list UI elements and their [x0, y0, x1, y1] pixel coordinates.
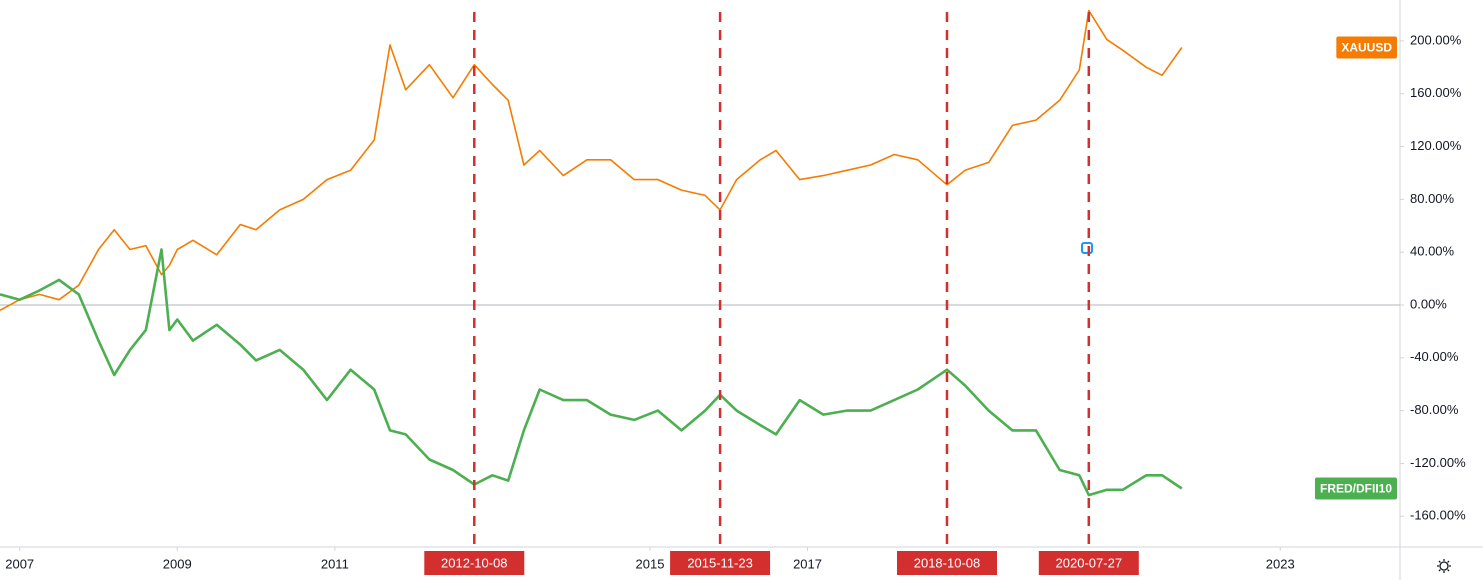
marker-label-bg: [424, 551, 525, 575]
y-tick-label: 80.00%: [1410, 191, 1455, 206]
marker-label-bg: [896, 551, 997, 575]
marker-label-bg: [670, 551, 771, 575]
y-tick-label: 40.00%: [1410, 244, 1455, 259]
series-line: [0, 9, 1183, 312]
y-tick-label: -160.00%: [1410, 508, 1466, 523]
series-line: [0, 248, 1183, 497]
settings-icon[interactable]: [1437, 559, 1451, 573]
legend-tag: [1336, 36, 1397, 59]
marker-label: 2018-10-08: [914, 555, 981, 570]
legend-item: FRED/DFII10: [1314, 477, 1397, 500]
x-tick-label: 2017: [793, 556, 822, 571]
legend-item: XAUUSD: [1336, 36, 1397, 59]
legend-label: XAUUSD: [1341, 41, 1392, 55]
y-tick-label: 120.00%: [1410, 138, 1462, 153]
y-tick-label: -120.00%: [1410, 455, 1466, 470]
marker-label: 2020-07-27: [1056, 555, 1123, 570]
handle[interactable]: [1081, 242, 1093, 254]
marker-label: 2012-10-08: [441, 555, 508, 570]
y-tick-label: 200.00%: [1410, 32, 1462, 47]
x-tick-label: 2015: [636, 556, 665, 571]
marker-label: 2015-11-23: [687, 555, 753, 570]
x-tick-label: 2007: [5, 556, 34, 571]
x-tick-label: 2009: [163, 556, 192, 571]
y-tick-label: 160.00%: [1410, 85, 1462, 100]
x-tick-label: 2011: [321, 556, 349, 571]
legend-tag: [1314, 477, 1397, 500]
y-tick-label: -40.00%: [1410, 349, 1459, 364]
y-tick-label: 0.00%: [1410, 296, 1447, 311]
marker-label-bg: [1038, 551, 1139, 575]
legend-label: FRED/DFII10: [1320, 482, 1392, 496]
y-tick-label: -80.00%: [1410, 402, 1459, 417]
x-tick-label: 2023: [1266, 556, 1295, 571]
